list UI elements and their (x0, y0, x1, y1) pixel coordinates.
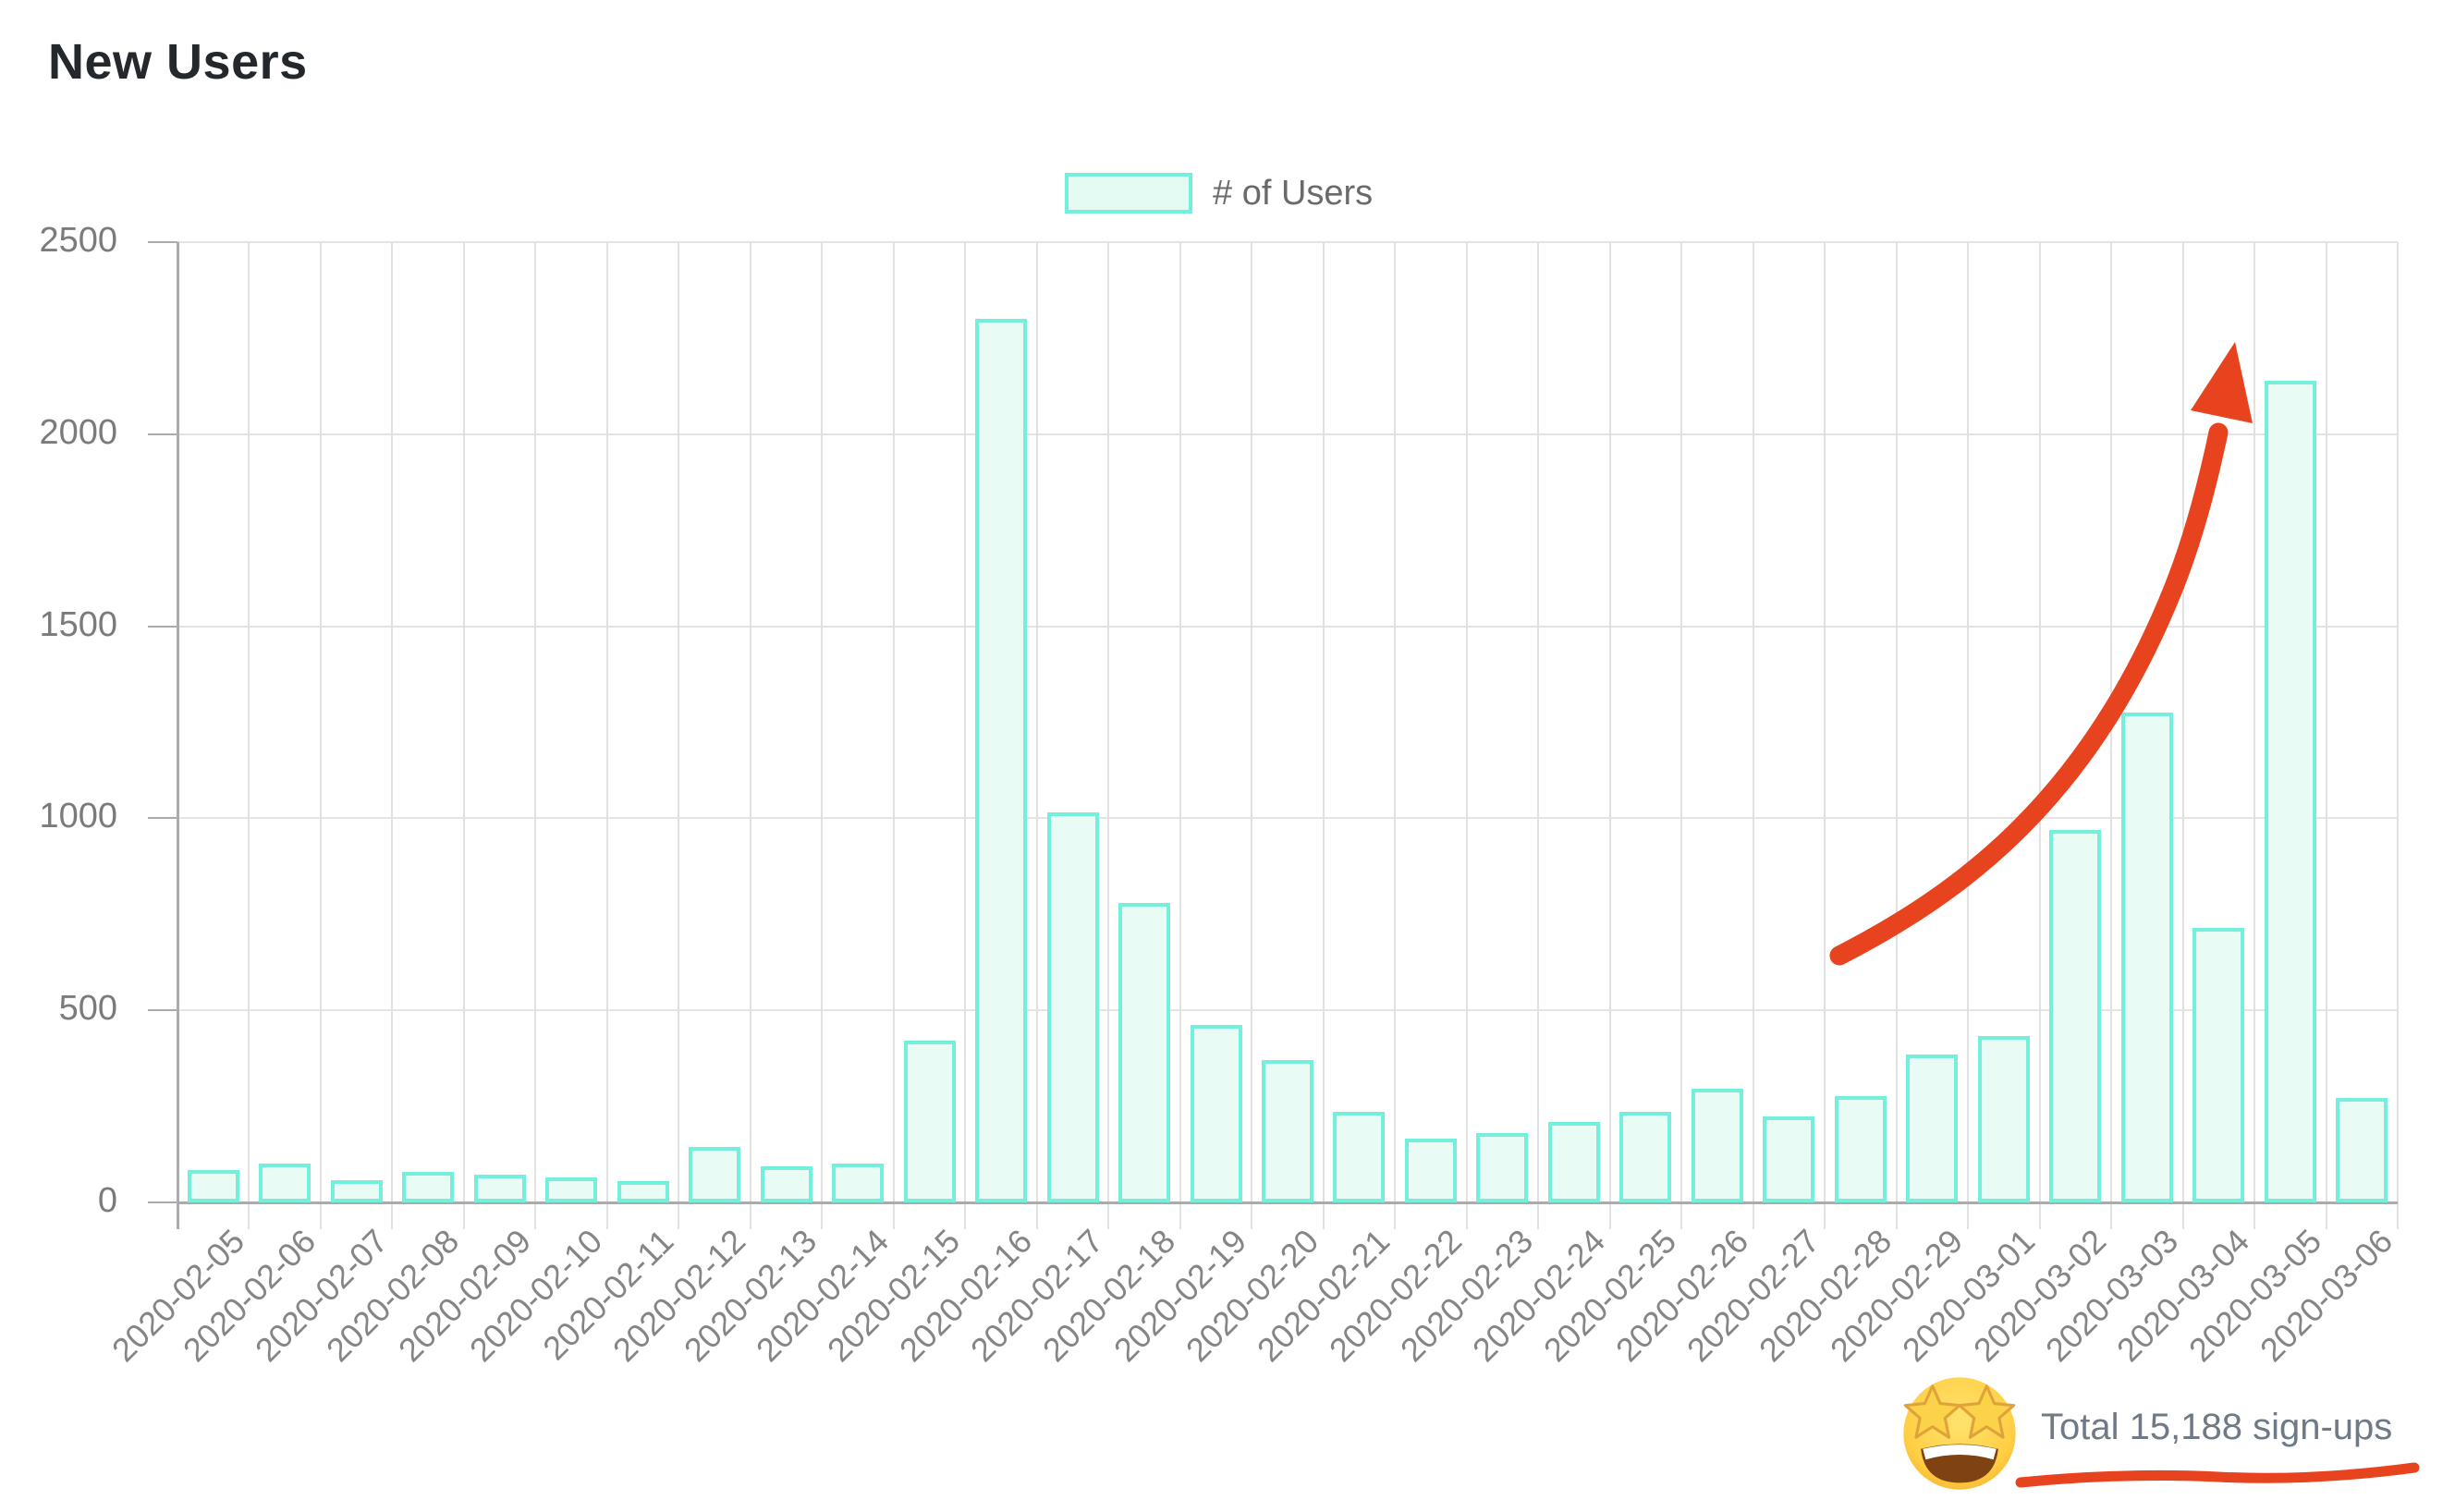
bar-2020-02-22[interactable] (1404, 1139, 1457, 1202)
bar-2020-02-15[interactable] (903, 1041, 956, 1202)
v-gridline (1394, 242, 1397, 1229)
v-gridline (2397, 242, 2399, 1229)
bar-2020-02-27[interactable] (1763, 1116, 1815, 1202)
y-tick (148, 625, 177, 628)
bar-2020-03-02[interactable] (2049, 829, 2102, 1202)
bar-2020-03-05[interactable] (2264, 380, 2316, 1202)
v-gridline (1251, 242, 1253, 1229)
bar-2020-02-08[interactable] (402, 1171, 455, 1202)
v-gridline (1680, 242, 1683, 1229)
total-annotation (1897, 1370, 2022, 1495)
v-gridline (1752, 242, 1754, 1229)
h-gridline (177, 1009, 2398, 1012)
bar-2020-02-06[interactable] (259, 1164, 311, 1202)
y-axis-label: 2000 (39, 412, 117, 452)
v-gridline (1179, 242, 1181, 1229)
legend-label: # of Users (1213, 173, 1374, 213)
v-gridline (2181, 242, 2184, 1229)
y-tick (148, 1009, 177, 1012)
bar-2020-02-17[interactable] (1046, 812, 1099, 1202)
v-gridline (2253, 242, 2256, 1229)
bar-2020-03-01[interactable] (1977, 1036, 2030, 1202)
v-gridline (1107, 242, 1110, 1229)
v-gridline (1824, 242, 1826, 1229)
y-tick (148, 433, 177, 435)
h-gridline (177, 625, 2398, 628)
v-gridline (605, 242, 608, 1229)
y-tick (148, 1201, 177, 1203)
plot-area: 0 500 1000 1500 2000 2500 2020-02-05 2020-02-06… (39, 221, 2400, 1369)
underline-scribble (2015, 1462, 2420, 1488)
v-gridline (2325, 242, 2327, 1229)
v-gridline (892, 242, 895, 1229)
v-gridline (1465, 242, 1468, 1229)
v-gridline (1967, 242, 1970, 1229)
bar-2020-02-24[interactable] (1547, 1121, 1600, 1202)
x-axis-line (177, 1201, 2398, 1204)
bar-2020-02-20[interactable] (1262, 1060, 1313, 1202)
legend[interactable]: # of Users (1065, 173, 1373, 213)
h-gridline (177, 241, 2398, 243)
v-gridline (534, 242, 537, 1229)
v-gridline (1537, 242, 1540, 1229)
h-gridline (177, 817, 2398, 820)
bar-2020-02-16[interactable] (975, 319, 1028, 1202)
page-title: New Users (48, 34, 308, 90)
bar-2020-02-21[interactable] (1333, 1111, 1386, 1202)
y-axis-label: 2500 (39, 221, 117, 260)
v-gridline (462, 242, 465, 1229)
bar-2020-02-11[interactable] (617, 1180, 669, 1202)
v-gridline (821, 242, 824, 1229)
bar-2020-02-05[interactable] (187, 1169, 239, 1202)
bar-2020-02-14[interactable] (832, 1163, 885, 1202)
v-gridline (1608, 242, 1611, 1229)
bar-2020-02-29[interactable] (1906, 1054, 1959, 1202)
v-gridline (2110, 242, 2113, 1229)
legend-swatch (1065, 173, 1192, 213)
bar-2020-02-28[interactable] (1834, 1095, 1887, 1202)
v-gridline (248, 242, 250, 1229)
bar-2020-02-12[interactable] (689, 1146, 741, 1202)
y-axis-line (177, 242, 179, 1229)
y-axis-label: 0 (97, 1181, 117, 1220)
bar-2020-02-26[interactable] (1691, 1088, 1743, 1202)
v-gridline (1895, 242, 1898, 1229)
bar-2020-02-07[interactable] (330, 1180, 383, 1202)
bar-2020-02-18[interactable] (1118, 902, 1171, 1202)
bar-2020-02-13[interactable] (760, 1165, 812, 1202)
y-axis-label: 500 (58, 989, 117, 1029)
v-gridline (319, 242, 322, 1229)
v-gridline (678, 242, 680, 1229)
bar-2020-02-09[interactable] (473, 1175, 526, 1202)
bar-2020-03-04[interactable] (2192, 928, 2245, 1202)
v-gridline (1035, 242, 1038, 1229)
bar-2020-03-06[interactable] (2336, 1098, 2388, 1202)
v-gridline (964, 242, 967, 1229)
total-signups-text: Total 15,188 sign-ups (2041, 1407, 2393, 1447)
star-struck-emoji (1903, 1377, 2016, 1490)
bar-2020-02-23[interactable] (1476, 1133, 1529, 1202)
v-gridline (391, 242, 394, 1229)
v-gridline (2038, 242, 2041, 1229)
bar-2020-02-25[interactable] (1619, 1112, 1672, 1202)
y-tick (148, 817, 177, 820)
bar-2020-02-10[interactable] (545, 1177, 598, 1202)
y-tick (148, 241, 177, 243)
y-axis-label: 1000 (39, 797, 117, 836)
y-axis-label: 1500 (39, 604, 117, 644)
h-gridline (177, 433, 2398, 435)
bar-2020-03-03[interactable] (2120, 712, 2173, 1202)
v-gridline (749, 242, 751, 1229)
bar-2020-02-19[interactable] (1190, 1024, 1242, 1202)
v-gridline (1322, 242, 1325, 1229)
